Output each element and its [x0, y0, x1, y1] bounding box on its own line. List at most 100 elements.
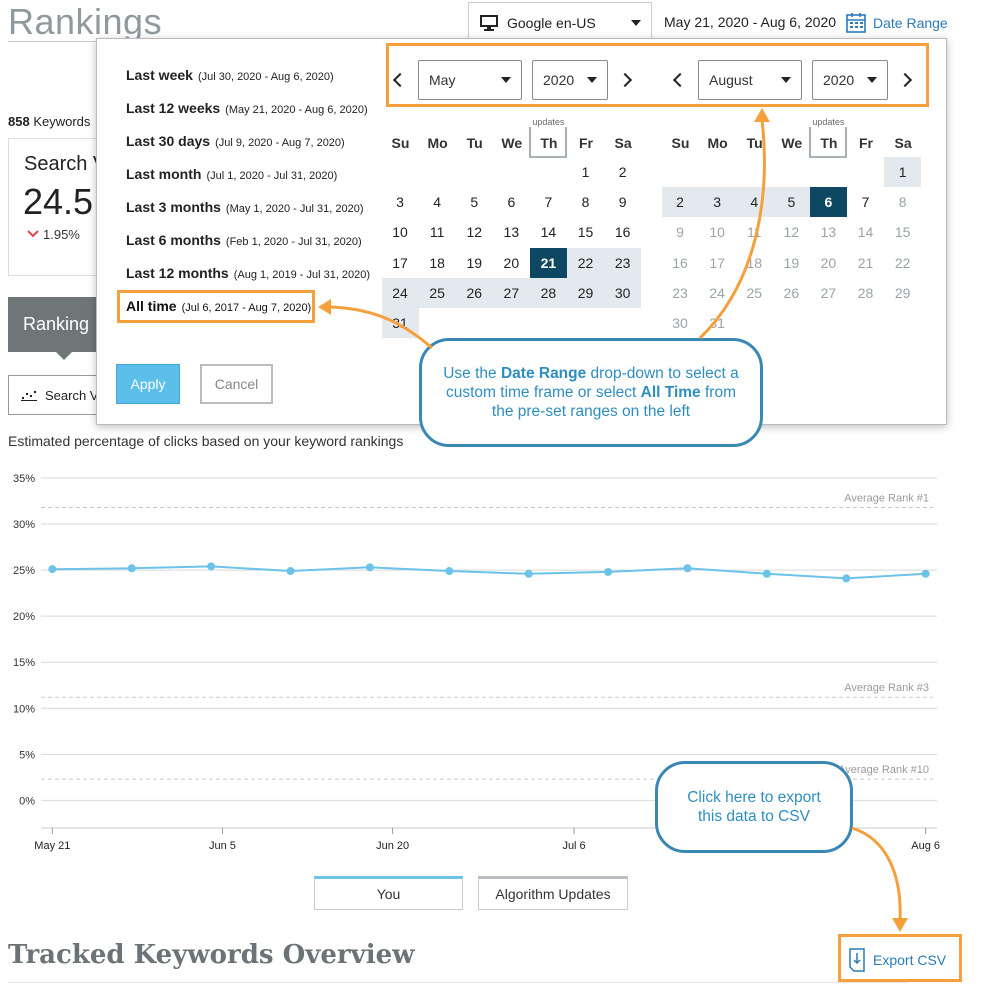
preset[interactable]: Last 12 weeks (May 21, 2020 - Aug 6, 2020… — [126, 100, 368, 118]
calendar-day[interactable]: 26 — [783, 284, 800, 301]
calendar-day[interactable]: 28 — [857, 284, 874, 301]
year-select[interactable]: 2020 — [532, 60, 608, 100]
calendar-day[interactable]: 20 — [820, 254, 837, 271]
date-range-text: May 21, 2020 - Aug 6, 2020 — [664, 14, 837, 30]
calendar-day[interactable]: 22 — [894, 254, 911, 271]
calendar-day[interactable]: 31 — [709, 315, 725, 332]
calendar-day[interactable]: 29 — [894, 284, 911, 301]
calendar-day[interactable]: 10 — [392, 224, 408, 241]
calendar-day[interactable]: 13 — [820, 224, 837, 241]
calendar-day[interactable]: 2 — [661, 187, 699, 218]
calendar-day[interactable]: 29 — [567, 277, 605, 308]
y-tick-label: 10% — [13, 703, 35, 715]
calendar-day[interactable]: 25 — [418, 277, 456, 308]
legend-item[interactable]: Algorithm Updates — [478, 876, 628, 910]
view-button[interactable]: Search V — [8, 375, 118, 415]
calendar-day[interactable]: 21 — [529, 247, 567, 278]
calendar-day[interactable]: 17 — [392, 254, 408, 271]
calendar-day[interactable]: 4 — [433, 194, 442, 211]
legend-item[interactable]: You — [314, 876, 463, 910]
preset[interactable]: Last 30 days (Jul 9, 2020 - Aug 7, 2020) — [126, 133, 345, 151]
preset-label: Last 12 months — [126, 265, 229, 281]
preset[interactable]: Last 6 months (Feb 1, 2020 - Jul 31, 2020… — [126, 232, 362, 250]
calendar-day[interactable]: 4 — [735, 187, 773, 218]
cancel-button[interactable]: Cancel — [200, 364, 273, 404]
calendar-day[interactable]: 27 — [492, 277, 530, 308]
calendar-day[interactable]: 15 — [577, 224, 594, 241]
calendar-day[interactable]: 21 — [857, 254, 874, 271]
preset[interactable]: Last week (Jul 30, 2020 - Aug 6, 2020) — [126, 67, 334, 85]
calendar-day[interactable]: 9 — [618, 194, 627, 211]
export-button[interactable]: Export CSV — [873, 952, 947, 968]
preset[interactable]: Last 3 months (May 1, 2020 - Jul 31, 2020… — [126, 199, 363, 217]
keyword-count-label: Keywords — [33, 114, 91, 129]
year-select[interactable]: 2020 — [812, 60, 888, 100]
month-select[interactable]: August — [698, 60, 802, 100]
monitor-icon — [480, 15, 498, 31]
calendar-day[interactable]: 5 — [772, 187, 810, 218]
scatter-icon — [21, 391, 37, 401]
calendar-day[interactable]: 14 — [857, 224, 874, 241]
preset[interactable]: All time (Jul 6, 2017 - Aug 7, 2020) — [126, 298, 311, 316]
month-select[interactable]: May — [418, 60, 522, 100]
calendar-day[interactable]: 11 — [746, 224, 762, 241]
preset-label: Last 3 months — [126, 199, 221, 215]
weekday: We — [501, 135, 523, 151]
calendar-day[interactable]: 24 — [381, 277, 419, 308]
calendar-day[interactable]: 27 — [820, 284, 837, 301]
calendar-day[interactable]: 7 — [544, 194, 553, 211]
calendar-day[interactable]: 30 — [672, 315, 688, 332]
weekday: Tu — [466, 135, 483, 151]
calendar-day[interactable]: 12 — [466, 224, 483, 241]
calendar-day[interactable]: 23 — [672, 284, 688, 301]
calendar-day[interactable]: 31 — [381, 308, 419, 339]
calendar-day[interactable]: 23 — [604, 247, 642, 278]
preset-range: (May 1, 2020 - Jul 31, 2020) — [225, 203, 364, 215]
calendar-day[interactable]: 3 — [698, 187, 736, 218]
calendar-day[interactable]: 18 — [746, 254, 763, 271]
export-icon[interactable] — [849, 948, 865, 972]
calendar-day[interactable]: 17 — [709, 254, 725, 271]
calendar-day[interactable]: 9 — [676, 224, 684, 241]
calendar-day[interactable]: 11 — [429, 224, 445, 241]
x-tick-label: May 21 — [34, 840, 70, 852]
calendar-day[interactable]: 13 — [503, 224, 520, 241]
calendar-day[interactable]: 8 — [898, 194, 907, 211]
calendar-day[interactable]: 24 — [709, 284, 725, 301]
calendar-day[interactable]: 26 — [455, 277, 493, 308]
calendar-day[interactable]: 5 — [470, 194, 479, 211]
engine-dropdown[interactable]: Google en-US — [468, 2, 652, 44]
calendar-day[interactable]: 18 — [429, 254, 445, 271]
preset[interactable]: Last 12 months (Aug 1, 2019 - Jul 31, 202… — [126, 265, 370, 283]
calendar-day[interactable]: 14 — [540, 224, 557, 241]
calendar-day[interactable]: 7 — [861, 194, 870, 211]
calendar-day[interactable]: 2 — [618, 164, 627, 181]
calendar-icon[interactable] — [846, 12, 866, 34]
calendar-day[interactable]: 12 — [783, 224, 800, 241]
calendar-day[interactable]: 22 — [567, 247, 605, 278]
calendar-day[interactable]: 1 — [884, 157, 922, 188]
calendar-day[interactable]: 19 — [783, 254, 800, 271]
calendar-day[interactable]: 16 — [672, 254, 688, 271]
apply-button[interactable]: Apply — [116, 364, 180, 404]
calendar-day[interactable]: 16 — [614, 224, 631, 241]
calendar-day[interactable]: 10 — [709, 224, 725, 241]
calendar-day[interactable]: 20 — [503, 254, 520, 271]
preset[interactable]: Last month (Jul 1, 2020 - Jul 31, 2020) — [126, 166, 337, 184]
weekday: Th — [820, 135, 838, 151]
calendar-day[interactable]: 3 — [396, 194, 404, 211]
calendar-day[interactable]: 8 — [581, 194, 590, 211]
data-point — [524, 569, 533, 578]
date-range-button[interactable]: Date Range — [873, 15, 948, 31]
calendar-day[interactable]: 28 — [529, 277, 567, 308]
calendar-day[interactable]: 6 — [507, 194, 516, 211]
preset-range: (Jul 30, 2020 - Aug 6, 2020) — [197, 71, 334, 83]
calendar-day[interactable]: 25 — [746, 284, 763, 301]
calendar-day[interactable]: 1 — [581, 164, 590, 181]
callout: Click here to export this data to CSV — [655, 761, 853, 853]
calendar-day[interactable]: 30 — [604, 277, 642, 308]
calendar-day[interactable]: 15 — [894, 224, 911, 241]
calendar-day[interactable]: 6 — [809, 187, 847, 218]
calendar-day[interactable]: 19 — [466, 254, 483, 271]
